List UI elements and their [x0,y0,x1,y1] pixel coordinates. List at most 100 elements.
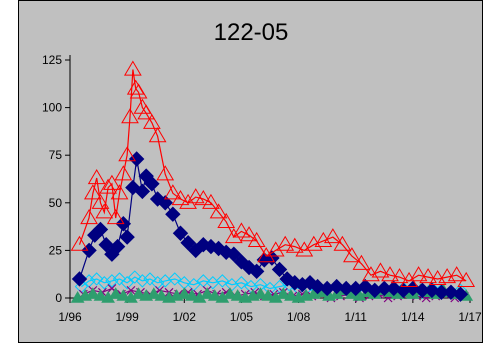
data-point [314,231,333,247]
data-point [131,287,146,299]
y-tick-label: 75 [49,148,63,162]
data-point [457,271,476,287]
data-point [80,209,98,225]
data-point [134,183,151,200]
data-point [85,287,100,299]
x-tick-label: 1/11 [344,310,367,324]
data-point [144,176,160,192]
data-point [362,266,380,282]
data-point [261,289,275,301]
y-tick-label: 25 [49,243,63,257]
data-point [194,190,213,206]
data-point [87,169,106,185]
data-point [186,188,205,204]
x-tick-label: 1/02 [173,310,197,324]
data-point [304,235,323,251]
y-tick-label: 0 [55,291,62,305]
data-point [285,237,304,253]
data-point [452,286,469,302]
data-point [179,193,197,209]
data-point [400,271,418,287]
data-point [110,184,129,200]
data-point [103,174,121,190]
data-point [93,289,108,301]
data-point [108,287,123,299]
data-point [276,235,295,251]
data-point [333,235,352,251]
data-point [180,235,196,251]
data-point [92,221,109,238]
data-point [99,178,117,194]
data-point [95,203,114,219]
data-point [232,222,251,238]
data-point [137,104,156,120]
series-0 [70,60,476,287]
x-tick-label: 1/05 [230,310,254,324]
data-point [116,289,131,301]
data-point [98,236,114,253]
chart-title: 122-05 [214,19,289,46]
data-point [119,229,135,245]
data-point [154,289,169,301]
data-point [409,266,428,282]
y-tick-label: 100 [42,101,62,115]
data-point [105,274,119,288]
data-point [135,274,150,288]
data-point [217,212,236,228]
data-point [71,271,88,287]
data-point [266,241,285,257]
data-point [163,184,182,200]
data-point [343,247,361,263]
data-point [126,285,136,295]
data-point [248,263,265,280]
data-point [390,268,409,284]
y-tick-label: 125 [42,53,62,67]
data-point [447,266,466,282]
data-point [128,270,142,284]
data-point [177,287,192,299]
data-point [257,247,276,263]
data-point [146,287,161,299]
data-point [89,272,104,286]
data-point [172,225,189,241]
data-point [371,262,390,278]
data-point [200,287,215,299]
series-layer [70,60,476,303]
data-point [143,272,157,286]
data-point [253,287,268,299]
data-point [109,238,126,255]
series-line [78,69,467,282]
data-point [112,272,127,286]
data-point [114,165,133,181]
data-point [91,193,110,209]
data-point [171,190,190,206]
data-point [106,209,125,225]
data-point [240,226,258,242]
data-point [276,287,291,299]
data-point [185,289,199,301]
x-tick-label: 1/96 [58,310,82,324]
data-point [419,268,437,284]
data-point [83,184,102,200]
data-point [123,60,142,76]
data-point [70,235,89,251]
data-point [165,206,181,222]
y-tick-label: 50 [49,196,63,210]
data-point [295,241,314,257]
data-point [352,254,371,270]
data-point [97,276,111,290]
data-point [118,146,137,162]
x-tick-label: 1/14 [401,310,425,324]
data-point [284,289,298,301]
data-point [323,228,342,244]
data-point [224,228,243,244]
data-point [202,193,220,209]
data-point [381,266,399,282]
data-point [168,272,182,286]
data-point [129,83,148,99]
data-point [120,276,134,290]
data-point [128,151,145,167]
data-point [156,165,175,181]
